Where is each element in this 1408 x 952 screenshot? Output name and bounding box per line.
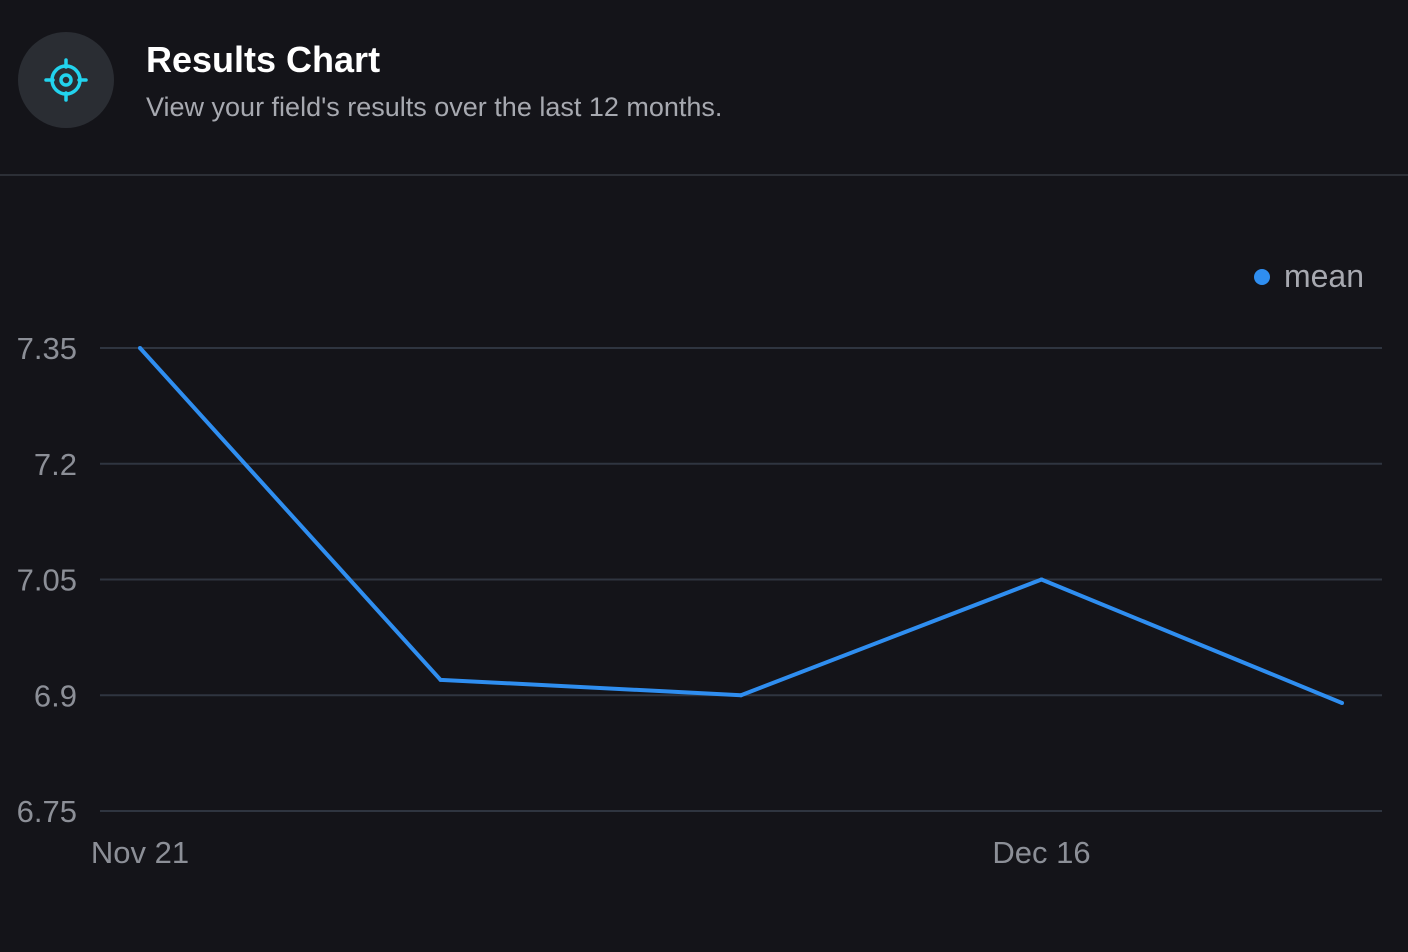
legend-swatch bbox=[1253, 268, 1270, 285]
x-tick-label: Nov 21 bbox=[91, 835, 189, 870]
chart-header: Results Chart View your field's results … bbox=[0, 0, 1408, 176]
y-tick-label: 6.9 bbox=[34, 678, 77, 713]
data-point[interactable] bbox=[138, 346, 142, 350]
data-point[interactable] bbox=[739, 693, 743, 698]
target-icon bbox=[44, 58, 88, 102]
page-title: Results Chart bbox=[146, 39, 381, 80]
data-point[interactable] bbox=[438, 677, 443, 682]
page-subtitle: View your field's results over the last … bbox=[146, 92, 723, 122]
data-point[interactable] bbox=[1340, 700, 1344, 705]
line-chart: 7.35 7.2 7.05 6.9 6.75 Nov 21 Dec 16 bbox=[17, 331, 1382, 870]
target-icon-badge bbox=[18, 32, 114, 128]
data-point[interactable] bbox=[1039, 577, 1044, 582]
x-tick-label: Dec 16 bbox=[992, 835, 1090, 870]
series-line-mean[interactable] bbox=[138, 346, 1343, 705]
y-tick-label: 6.75 bbox=[17, 794, 77, 829]
y-tick-label: 7.2 bbox=[34, 447, 77, 482]
chart-legend[interactable]: mean bbox=[1253, 258, 1364, 295]
results-chart: 7.35 7.2 7.05 6.9 6.75 Nov 21 Dec 16 mean bbox=[0, 176, 1408, 952]
legend-label: mean bbox=[1283, 258, 1364, 294]
y-tick-label: 7.05 bbox=[17, 563, 77, 598]
y-tick-label: 7.35 bbox=[17, 331, 77, 366]
